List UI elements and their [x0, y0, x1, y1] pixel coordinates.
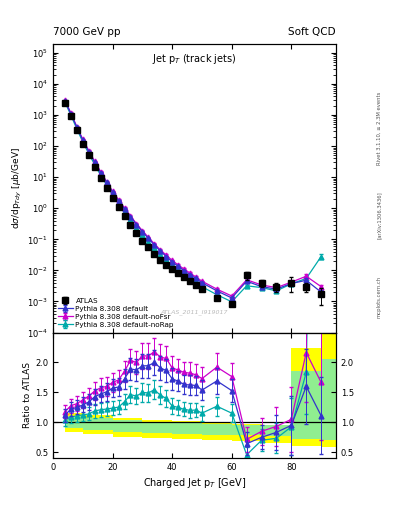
Text: [arXiv:1306.3436]: [arXiv:1306.3436] [377, 191, 382, 239]
Text: ATLAS_2011_I919017: ATLAS_2011_I919017 [161, 309, 228, 315]
Y-axis label: d$\sigma$/dp$_{Tdy}$ [$\mu$b/GeV]: d$\sigma$/dp$_{Tdy}$ [$\mu$b/GeV] [11, 147, 24, 229]
Text: Rivet 3.1.10, ≥ 2.3M events: Rivet 3.1.10, ≥ 2.3M events [377, 91, 382, 165]
X-axis label: Charged Jet p$_{T}$ [GeV]: Charged Jet p$_{T}$ [GeV] [143, 476, 246, 490]
Text: mcplots.cern.ch: mcplots.cern.ch [377, 276, 382, 318]
Y-axis label: Ratio to ATLAS: Ratio to ATLAS [23, 362, 32, 429]
Text: 7000 GeV pp: 7000 GeV pp [53, 27, 121, 37]
Legend: ATLAS, Pythia 8.308 default, Pythia 8.308 default-noFsr, Pythia 8.308 default-no: ATLAS, Pythia 8.308 default, Pythia 8.30… [57, 296, 175, 329]
Text: Soft QCD: Soft QCD [288, 27, 336, 37]
Text: Jet p$_{T}$ (track jets): Jet p$_{T}$ (track jets) [152, 52, 237, 66]
